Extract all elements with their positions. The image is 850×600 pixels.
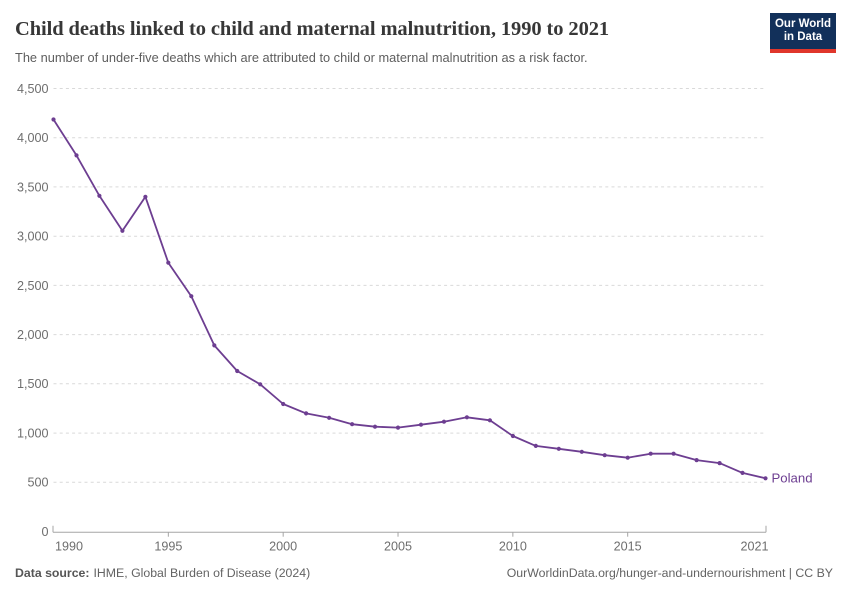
data-point — [350, 422, 355, 427]
data-point — [74, 153, 79, 158]
x-axis-label: 1995 — [154, 540, 182, 554]
x-axis-label: 2005 — [384, 540, 412, 554]
data-point — [533, 443, 538, 448]
data-point — [97, 193, 102, 198]
credit-link[interactable]: OurWorldinData.org/hunger-and-undernouri… — [506, 566, 833, 580]
data-source: Data source: IHME, Global Burden of Disea… — [15, 566, 310, 580]
y-axis-label: 1,500 — [17, 377, 49, 391]
data-point — [418, 422, 424, 427]
y-axis-label: 500 — [27, 476, 48, 490]
data-source-value: IHME, Global Burden of Disease (2024) — [93, 566, 311, 580]
data-point — [372, 424, 378, 429]
chart-footer: Data source: IHME, Global Burden of Disea… — [15, 566, 833, 580]
x-axis-label: 1990 — [55, 540, 83, 554]
data-point — [717, 461, 722, 466]
y-axis-label: 3,500 — [17, 180, 49, 194]
data-point — [327, 415, 332, 420]
data-point — [189, 294, 194, 299]
y-axis-label: 4,000 — [17, 131, 49, 145]
chart-title: Child deaths linked to child and materna… — [15, 18, 610, 40]
data-point — [602, 453, 607, 458]
data-point — [671, 451, 676, 456]
x-axis-label: 2021 — [740, 540, 768, 554]
data-point — [143, 194, 148, 199]
data-point — [579, 449, 584, 454]
y-axis-label: 0 — [41, 525, 48, 539]
data-point — [740, 470, 745, 475]
x-axis-label: 2010 — [499, 540, 527, 554]
data-point — [556, 446, 561, 451]
chart-subtitle: The number of under-five deaths which ar… — [15, 50, 588, 65]
poland-line — [52, 118, 767, 480]
x-axis-label: 2000 — [269, 540, 297, 554]
owid-logo-line2: in Data — [783, 31, 823, 43]
data-point — [166, 260, 171, 265]
data-point — [281, 401, 286, 407]
data-point — [441, 419, 447, 424]
data-point — [487, 418, 492, 423]
y-axis-label: 4,500 — [17, 82, 49, 96]
x-axis-label: 2015 — [614, 540, 642, 554]
y-axis-label: 1,000 — [17, 427, 49, 441]
series-end-label: Poland — [772, 471, 813, 486]
data-point — [235, 368, 240, 374]
data-source-label: Data source: — [15, 566, 90, 580]
owid-logo[interactable]: Our World in Data — [770, 13, 836, 53]
data-point — [51, 117, 56, 122]
data-point — [120, 228, 125, 233]
data-point — [694, 458, 699, 463]
y-axis-label: 2,500 — [17, 279, 49, 293]
y-axis-label: 3,000 — [17, 230, 49, 244]
data-point — [464, 415, 469, 420]
data-point — [395, 425, 401, 430]
data-point — [212, 343, 217, 348]
data-point — [510, 433, 515, 439]
data-point — [304, 411, 309, 416]
data-point — [625, 455, 630, 460]
data-point — [258, 382, 263, 387]
data-point — [648, 451, 653, 456]
data-point — [763, 476, 768, 481]
owid-logo-line1: Our World — [774, 18, 831, 30]
y-axis-label: 2,000 — [17, 328, 49, 342]
